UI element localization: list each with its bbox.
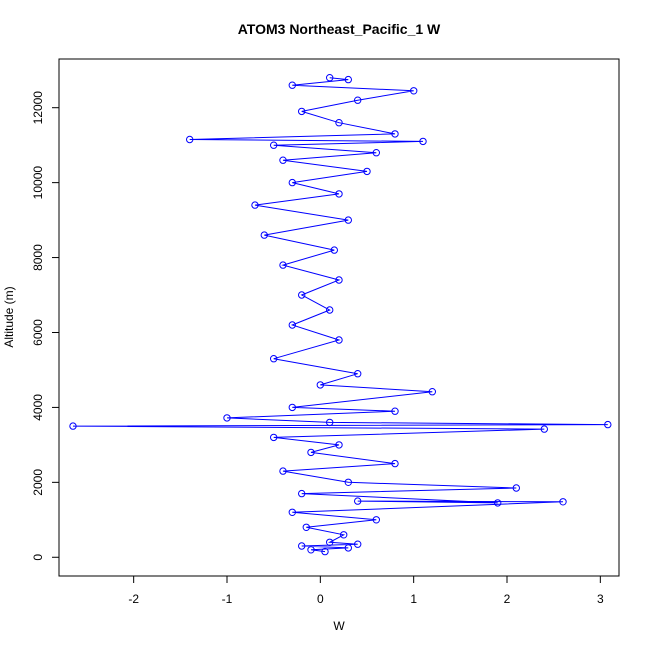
data-point bbox=[279, 467, 287, 475]
data-point bbox=[344, 478, 352, 486]
data-point bbox=[354, 497, 362, 505]
data-point bbox=[270, 355, 278, 363]
data-point bbox=[335, 119, 343, 127]
data-point bbox=[512, 484, 520, 492]
data-point bbox=[270, 433, 278, 442]
x-axis: -2 -1 0 1 2 3 bbox=[128, 575, 604, 606]
data-point bbox=[298, 107, 306, 116]
data-point bbox=[335, 190, 343, 198]
data-point bbox=[298, 542, 306, 550]
y-axis-label: Altitude (m) bbox=[2, 286, 16, 347]
data-point bbox=[279, 261, 287, 269]
series-points-group bbox=[69, 74, 612, 556]
data-point bbox=[363, 167, 371, 176]
data-point bbox=[335, 276, 343, 284]
data-point bbox=[391, 130, 399, 138]
data-point bbox=[354, 370, 362, 378]
data-point bbox=[307, 448, 315, 457]
data-point bbox=[604, 420, 612, 429]
y-axis: 0 2000 4000 6000 8000 10000 12000 bbox=[31, 91, 60, 561]
series-line bbox=[72, 77, 608, 553]
data-point bbox=[251, 201, 259, 209]
data-point bbox=[330, 246, 338, 254]
data-point bbox=[354, 540, 362, 548]
data-point bbox=[340, 531, 348, 539]
data-point bbox=[335, 336, 343, 344]
data-point bbox=[494, 499, 502, 507]
data-point bbox=[326, 418, 334, 427]
data-point bbox=[540, 425, 548, 433]
data-point bbox=[354, 96, 362, 104]
x-tick-label: 1 bbox=[410, 592, 417, 606]
x-tick-label: -1 bbox=[222, 592, 233, 606]
data-point bbox=[288, 321, 296, 329]
data-point bbox=[298, 489, 306, 498]
data-point bbox=[298, 291, 306, 299]
plot-frame bbox=[58, 58, 620, 577]
data-point bbox=[419, 137, 427, 146]
series-line-group bbox=[72, 77, 608, 553]
data-point bbox=[428, 388, 436, 396]
data-point bbox=[270, 141, 278, 149]
y-tick-label: 2000 bbox=[31, 469, 45, 496]
data-point bbox=[326, 306, 334, 314]
data-point bbox=[344, 75, 352, 84]
y-tick-label: 10000 bbox=[31, 166, 45, 200]
data-point bbox=[391, 459, 399, 468]
data-point bbox=[335, 441, 343, 449]
x-axis-label: W bbox=[333, 619, 345, 633]
data-point bbox=[279, 156, 287, 164]
x-tick-label: -2 bbox=[128, 592, 139, 606]
data-point bbox=[321, 547, 329, 556]
data-point bbox=[326, 538, 334, 546]
x-tick-label: 3 bbox=[597, 592, 604, 606]
data-point bbox=[344, 216, 352, 224]
data-point bbox=[288, 81, 296, 89]
data-point bbox=[288, 178, 296, 187]
data-point bbox=[372, 149, 380, 157]
data-point bbox=[186, 135, 194, 144]
data-point bbox=[391, 407, 399, 415]
data-point bbox=[307, 546, 315, 554]
data-point bbox=[288, 508, 296, 516]
x-tick-label: 2 bbox=[504, 592, 511, 606]
chart-title: ATOM3 Northeast_Pacific_1 W bbox=[238, 21, 441, 37]
data-point bbox=[326, 74, 334, 82]
data-point bbox=[260, 231, 268, 239]
x-tick-label: 0 bbox=[317, 592, 324, 606]
data-point bbox=[302, 523, 310, 531]
y-tick-label: 12000 bbox=[31, 91, 45, 125]
y-tick-label: 6000 bbox=[31, 319, 45, 346]
data-point bbox=[316, 381, 324, 389]
data-point bbox=[410, 87, 418, 95]
y-tick-label: 4000 bbox=[31, 394, 45, 421]
data-point bbox=[344, 544, 352, 552]
data-point bbox=[69, 422, 77, 430]
y-tick-label: 8000 bbox=[31, 244, 45, 271]
data-point bbox=[372, 516, 380, 524]
data-point bbox=[559, 498, 567, 506]
data-point bbox=[223, 414, 231, 422]
y-tick-label: 0 bbox=[31, 554, 45, 561]
data-point bbox=[288, 403, 296, 412]
